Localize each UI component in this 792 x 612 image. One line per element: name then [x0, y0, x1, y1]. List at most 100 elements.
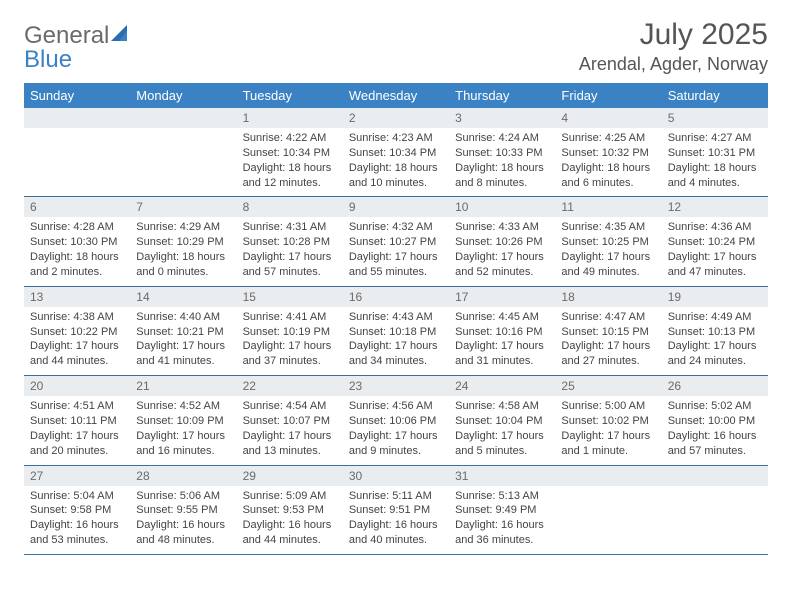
sunrise-text: Sunrise: 4:41 AM — [243, 310, 337, 325]
day-number: 7 — [130, 197, 236, 217]
day-body — [130, 128, 236, 188]
day-body: Sunrise: 4:40 AMSunset: 10:21 PMDaylight… — [130, 307, 236, 375]
sunset-text: Sunset: 10:30 PM — [30, 235, 124, 250]
day-cell: 25Sunrise: 5:00 AMSunset: 10:02 PMDaylig… — [555, 376, 661, 464]
sunset-text: Sunset: 10:19 PM — [243, 325, 337, 340]
sunrise-text: Sunrise: 4:25 AM — [561, 131, 655, 146]
day-cell: 2Sunrise: 4:23 AMSunset: 10:34 PMDayligh… — [343, 108, 449, 196]
week-row: 13Sunrise: 4:38 AMSunset: 10:22 PMDaylig… — [24, 287, 768, 376]
day-number: 23 — [343, 376, 449, 396]
day-cell: 28Sunrise: 5:06 AMSunset: 9:55 PMDayligh… — [130, 466, 236, 554]
day-cell: 13Sunrise: 4:38 AMSunset: 10:22 PMDaylig… — [24, 287, 130, 375]
day-cell: 24Sunrise: 4:58 AMSunset: 10:04 PMDaylig… — [449, 376, 555, 464]
sunrise-text: Sunrise: 4:29 AM — [136, 220, 230, 235]
daylight-text: Daylight: 17 hours and 57 minutes. — [243, 250, 337, 280]
daylight-text: Daylight: 17 hours and 16 minutes. — [136, 429, 230, 459]
sunset-text: Sunset: 9:58 PM — [30, 503, 124, 518]
daylight-text: Daylight: 17 hours and 27 minutes. — [561, 339, 655, 369]
day-body — [662, 486, 768, 546]
sunset-text: Sunset: 10:31 PM — [668, 146, 762, 161]
day-number: 15 — [237, 287, 343, 307]
day-number: 26 — [662, 376, 768, 396]
location-text: Arendal, Agder, Norway — [579, 54, 768, 75]
day-body: Sunrise: 4:41 AMSunset: 10:19 PMDaylight… — [237, 307, 343, 375]
day-number: 17 — [449, 287, 555, 307]
sunrise-text: Sunrise: 5:09 AM — [243, 489, 337, 504]
sunset-text: Sunset: 10:15 PM — [561, 325, 655, 340]
day-body: Sunrise: 5:00 AMSunset: 10:02 PMDaylight… — [555, 396, 661, 464]
daylight-text: Daylight: 18 hours and 6 minutes. — [561, 161, 655, 191]
day-number: 20 — [24, 376, 130, 396]
daylight-text: Daylight: 16 hours and 57 minutes. — [668, 429, 762, 459]
sunset-text: Sunset: 9:49 PM — [455, 503, 549, 518]
brand-logo: General Blue — [24, 18, 133, 72]
day-body: Sunrise: 4:38 AMSunset: 10:22 PMDaylight… — [24, 307, 130, 375]
daylight-text: Daylight: 16 hours and 40 minutes. — [349, 518, 443, 548]
day-cell: 26Sunrise: 5:02 AMSunset: 10:00 PMDaylig… — [662, 376, 768, 464]
sunset-text: Sunset: 10:29 PM — [136, 235, 230, 250]
day-cell: 31Sunrise: 5:13 AMSunset: 9:49 PMDayligh… — [449, 466, 555, 554]
dayhead-row: SundayMondayTuesdayWednesdayThursdayFrid… — [24, 83, 768, 108]
daylight-text: Daylight: 17 hours and 47 minutes. — [668, 250, 762, 280]
daylight-text: Daylight: 18 hours and 10 minutes. — [349, 161, 443, 191]
sunset-text: Sunset: 10:09 PM — [136, 414, 230, 429]
day-number: 22 — [237, 376, 343, 396]
day-number: 6 — [24, 197, 130, 217]
day-number: 18 — [555, 287, 661, 307]
sunset-text: Sunset: 9:55 PM — [136, 503, 230, 518]
sunrise-text: Sunrise: 4:58 AM — [455, 399, 549, 414]
sunset-text: Sunset: 10:21 PM — [136, 325, 230, 340]
sunset-text: Sunset: 10:02 PM — [561, 414, 655, 429]
day-body: Sunrise: 4:27 AMSunset: 10:31 PMDaylight… — [662, 128, 768, 196]
sunset-text: Sunset: 9:51 PM — [349, 503, 443, 518]
day-body: Sunrise: 4:29 AMSunset: 10:29 PMDaylight… — [130, 217, 236, 285]
day-body: Sunrise: 5:02 AMSunset: 10:00 PMDaylight… — [662, 396, 768, 464]
sunrise-text: Sunrise: 5:11 AM — [349, 489, 443, 504]
day-number — [555, 466, 661, 486]
day-number: 12 — [662, 197, 768, 217]
day-body: Sunrise: 5:09 AMSunset: 9:53 PMDaylight:… — [237, 486, 343, 554]
daylight-text: Daylight: 18 hours and 2 minutes. — [30, 250, 124, 280]
day-cell: 19Sunrise: 4:49 AMSunset: 10:13 PMDaylig… — [662, 287, 768, 375]
daylight-text: Daylight: 18 hours and 0 minutes. — [136, 250, 230, 280]
sunrise-text: Sunrise: 4:52 AM — [136, 399, 230, 414]
day-number: 31 — [449, 466, 555, 486]
sunrise-text: Sunrise: 4:36 AM — [668, 220, 762, 235]
sail-icon — [111, 25, 133, 48]
dayhead: Monday — [130, 83, 236, 108]
daylight-text: Daylight: 17 hours and 24 minutes. — [668, 339, 762, 369]
sunrise-text: Sunrise: 4:54 AM — [243, 399, 337, 414]
sunrise-text: Sunrise: 4:47 AM — [561, 310, 655, 325]
sunset-text: Sunset: 10:04 PM — [455, 414, 549, 429]
day-body: Sunrise: 4:33 AMSunset: 10:26 PMDaylight… — [449, 217, 555, 285]
day-body: Sunrise: 4:54 AMSunset: 10:07 PMDaylight… — [237, 396, 343, 464]
day-number — [24, 108, 130, 128]
day-number: 1 — [237, 108, 343, 128]
daylight-text: Daylight: 17 hours and 37 minutes. — [243, 339, 337, 369]
day-number: 19 — [662, 287, 768, 307]
brand-word1: General — [24, 22, 109, 49]
sunrise-text: Sunrise: 4:24 AM — [455, 131, 549, 146]
sunset-text: Sunset: 10:34 PM — [243, 146, 337, 161]
day-body: Sunrise: 4:35 AMSunset: 10:25 PMDaylight… — [555, 217, 661, 285]
day-number: 27 — [24, 466, 130, 486]
daylight-text: Daylight: 17 hours and 49 minutes. — [561, 250, 655, 280]
day-body — [24, 128, 130, 188]
calendar: SundayMondayTuesdayWednesdayThursdayFrid… — [24, 83, 768, 555]
day-cell: 23Sunrise: 4:56 AMSunset: 10:06 PMDaylig… — [343, 376, 449, 464]
day-cell: 7Sunrise: 4:29 AMSunset: 10:29 PMDayligh… — [130, 197, 236, 285]
day-body — [555, 486, 661, 546]
day-cell: 14Sunrise: 4:40 AMSunset: 10:21 PMDaylig… — [130, 287, 236, 375]
day-cell: 21Sunrise: 4:52 AMSunset: 10:09 PMDaylig… — [130, 376, 236, 464]
sunrise-text: Sunrise: 4:33 AM — [455, 220, 549, 235]
sunset-text: Sunset: 10:13 PM — [668, 325, 762, 340]
day-number: 14 — [130, 287, 236, 307]
header: General Blue July 2025 Arendal, Agder, N… — [24, 18, 768, 75]
day-cell: 22Sunrise: 4:54 AMSunset: 10:07 PMDaylig… — [237, 376, 343, 464]
day-cell: 15Sunrise: 4:41 AMSunset: 10:19 PMDaylig… — [237, 287, 343, 375]
sunrise-text: Sunrise: 4:56 AM — [349, 399, 443, 414]
daylight-text: Daylight: 17 hours and 55 minutes. — [349, 250, 443, 280]
daylight-text: Daylight: 17 hours and 34 minutes. — [349, 339, 443, 369]
daylight-text: Daylight: 17 hours and 5 minutes. — [455, 429, 549, 459]
day-body: Sunrise: 5:13 AMSunset: 9:49 PMDaylight:… — [449, 486, 555, 554]
